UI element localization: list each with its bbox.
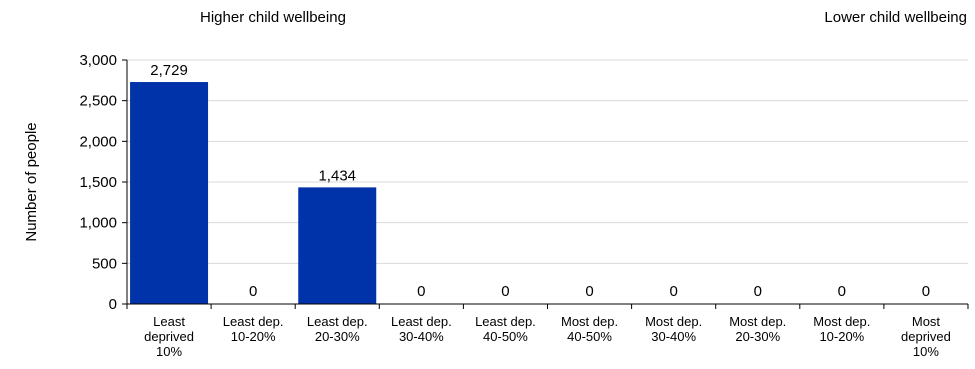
y-tick-label: 3,000 [79,52,117,69]
y-tick-label: 1,500 [79,174,117,191]
x-tick-label: Least dep. 20-30% [307,314,368,344]
y-tick-label: 2,500 [79,93,117,110]
data-label: 0 [585,283,593,300]
data-label: 0 [501,283,509,300]
y-tick-label: 1,000 [79,215,117,232]
x-tick-label: Most deprived 10% [901,314,951,359]
x-tick-label: Most dep. 40-50% [561,314,618,344]
data-label: 0 [249,283,257,300]
x-tick-label: Least dep. 40-50% [475,314,536,344]
data-label: 0 [417,283,425,300]
data-label: 0 [922,283,930,300]
bar [298,187,377,304]
data-label: 0 [754,283,762,300]
x-tick-label: Least dep. 10-20% [223,314,284,344]
x-tick-label: Least deprived 10% [144,314,194,359]
data-label: 2,729 [150,62,188,79]
data-label: 0 [838,283,846,300]
annotation-lower-wellbeing: Lower child wellbeing [824,9,967,26]
x-tick-label: Least dep. 30-40% [391,314,452,344]
x-tick-label: Most dep. 20-30% [729,314,786,344]
x-tick-label: Most dep. 30-40% [645,314,702,344]
y-tick-label: 500 [92,255,117,272]
bar [130,82,209,304]
data-label: 1,434 [318,167,356,184]
y-tick-label: 0 [109,296,117,313]
annotation-higher-wellbeing: Higher child wellbeing [200,9,346,26]
y-axis-label: Number of people [23,122,40,241]
data-label: 0 [669,283,677,300]
x-tick-label: Most dep. 10-20% [813,314,870,344]
y-tick-label: 2,000 [79,133,117,150]
